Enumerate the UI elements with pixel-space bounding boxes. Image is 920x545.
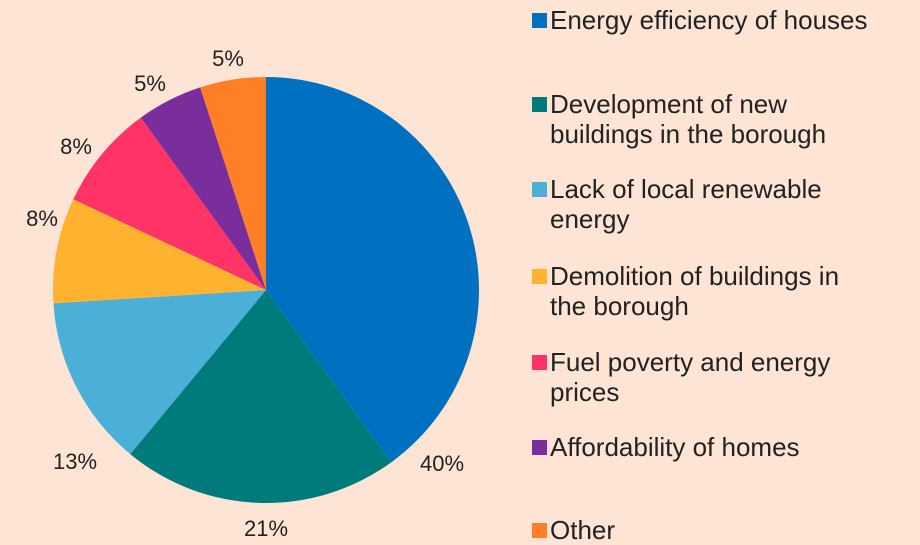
legend-item: Other	[532, 515, 875, 545]
legend-label: Demolition of buildings in the borough	[550, 261, 840, 321]
legend-swatch	[532, 269, 547, 284]
legend-label: Fuel poverty and energy prices	[550, 347, 831, 407]
data-label: 21%	[244, 516, 288, 541]
legend-item: Demolition of buildings in the borough	[532, 261, 875, 321]
data-label: 8%	[60, 134, 92, 159]
legend-label: Lack of local renewable energy	[550, 174, 822, 234]
legend-swatch	[532, 182, 547, 197]
legend-swatch	[532, 97, 547, 112]
legend-label: Energy efficiency of houses	[550, 5, 868, 35]
legend-item: Development of new buildings in the boro…	[532, 89, 875, 149]
legend-swatch	[532, 13, 547, 28]
pie-slice	[200, 77, 266, 290]
pie-slice	[140, 87, 266, 291]
pie-slice	[53, 290, 267, 455]
pie-slice	[73, 117, 266, 290]
legend-item: Affordability of homes	[532, 432, 875, 462]
legend-item: Lack of local renewable energy	[532, 174, 875, 234]
data-label: 5%	[134, 71, 166, 96]
legend-swatch	[532, 523, 547, 538]
legend-swatch	[532, 440, 547, 455]
data-label: 8%	[26, 206, 58, 231]
legend-item: Fuel poverty and energy prices	[532, 347, 875, 407]
legend-label: Affordability of homes	[550, 432, 800, 462]
pie-slice	[130, 290, 392, 503]
data-label: 40%	[420, 451, 464, 476]
legend-swatch	[532, 355, 547, 370]
legend-item: Energy efficiency of houses	[532, 5, 875, 35]
legend-label: Other	[550, 515, 616, 545]
data-label: 5%	[212, 46, 244, 71]
pie-slice	[52, 199, 266, 304]
pie-slice	[266, 77, 479, 463]
data-label: 13%	[53, 449, 97, 474]
legend-label: Development of new buildings in the boro…	[550, 89, 827, 149]
